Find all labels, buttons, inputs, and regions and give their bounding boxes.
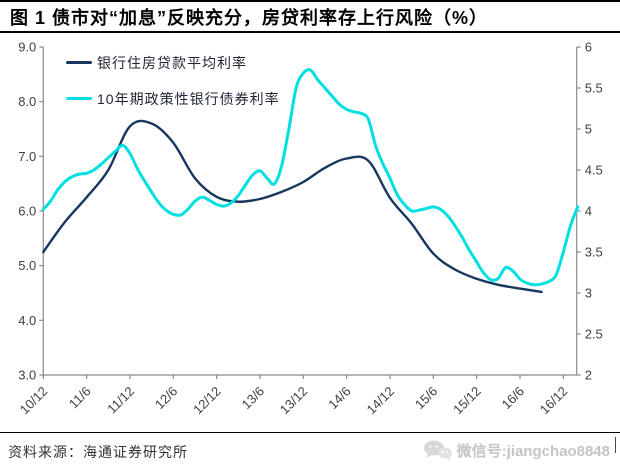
- chart-legend: 银行住房贷款平均利率 10年期政策性银行债券利率: [66, 54, 280, 107]
- y-axis-left-tick-label: 3.0: [18, 368, 36, 383]
- x-axis-tick-label: 11/12: [104, 384, 137, 417]
- x-axis-tick-label: 11/6: [66, 384, 94, 412]
- y-axis-right-tick-label: 4.5: [585, 163, 603, 178]
- y-axis-right-tick-label: 2.5: [585, 327, 603, 342]
- chart-area: 9.0 8.0 7.0 6.0 5.0 4.0 3.0 6 5.5 5 4.5 4 3.5 3 2.5 2 10…: [0, 33, 620, 432]
- y-axis-left-tick-label: 4.0: [18, 313, 36, 328]
- watermark: 微信号:jiangchao8848: [423, 439, 610, 461]
- x-axis-tick-label: 15/12: [450, 384, 484, 418]
- y-axis-left-tick-label: 6.0: [18, 204, 36, 219]
- y-axis-right-tick-label: 3.5: [585, 245, 603, 260]
- legend-swatch-cdb-yield: [66, 97, 92, 100]
- y-axis-right-tick-label: 3: [585, 286, 592, 301]
- title-bar: 图 1 债市对“加息”反映充分，房贷利率存上行风险（%）: [0, 2, 620, 33]
- legend-swatch-mortgage-rate: [66, 61, 92, 64]
- x-axis-tick-label: 13/12: [277, 384, 311, 418]
- legend-label: 10年期政策性银行债券利率: [97, 90, 280, 107]
- wechat-icon: [423, 440, 452, 461]
- line-chart: 9.0 8.0 7.0 6.0 5.0 4.0 3.0 6 5.5 5 4.5 4 3.5 3 2.5 2 10…: [17, 40, 603, 418]
- y-axis-left-tick-label: 9.0: [18, 40, 36, 55]
- x-axis-tick-label: 14/12: [364, 384, 398, 418]
- page-title: 图 1 债市对“加息”反映充分，房贷利率存上行风险（%）: [10, 7, 489, 28]
- watermark-text: 微信号:jiangchao8848: [456, 442, 610, 460]
- x-axis-tick-label: 12/12: [190, 384, 224, 418]
- x-axis-tick-label: 13/6: [239, 384, 268, 413]
- x-axis-tick-label: 16/6: [499, 384, 528, 413]
- y-axis-right-tick-label: 6: [585, 40, 592, 55]
- legend-item-cdb-yield: 10年期政策性银行债券利率: [66, 90, 280, 107]
- y-axis-right-tick-label: 2: [585, 368, 592, 383]
- source-text: 资料来源：海通证券研究所: [8, 444, 188, 460]
- y-axis-right-tick-label: 5.5: [585, 81, 603, 96]
- x-axis-tick-label: 12/6: [152, 384, 181, 413]
- legend-item-mortgage-rate: 银行住房贷款平均利率: [66, 54, 280, 71]
- x-axis-tick-label: 15/6: [412, 384, 441, 413]
- y-axis-right-tick-label: 4: [585, 204, 592, 219]
- footer: 资料来源：海通证券研究所 微信号:jiangchao8848: [0, 432, 620, 467]
- x-axis-tick-label: 14/6: [325, 384, 354, 413]
- series-line-mortgage-rate: [42, 119, 543, 294]
- x-axis-tick-label: 16/12: [537, 384, 571, 418]
- y-axis-right-tick-label: 5: [585, 122, 592, 137]
- series-line-cdb-bond-yield: [41, 68, 580, 287]
- x-axis-tick-label: 10/12: [17, 384, 51, 418]
- y-axis-left-tick-label: 5.0: [18, 258, 36, 273]
- y-axis-left-tick-label: 8.0: [18, 94, 36, 109]
- y-axis-left-tick-label: 7.0: [18, 149, 36, 164]
- footer-edge-line: [615, 437, 616, 453]
- legend-label: 银行住房贷款平均利率: [97, 54, 247, 71]
